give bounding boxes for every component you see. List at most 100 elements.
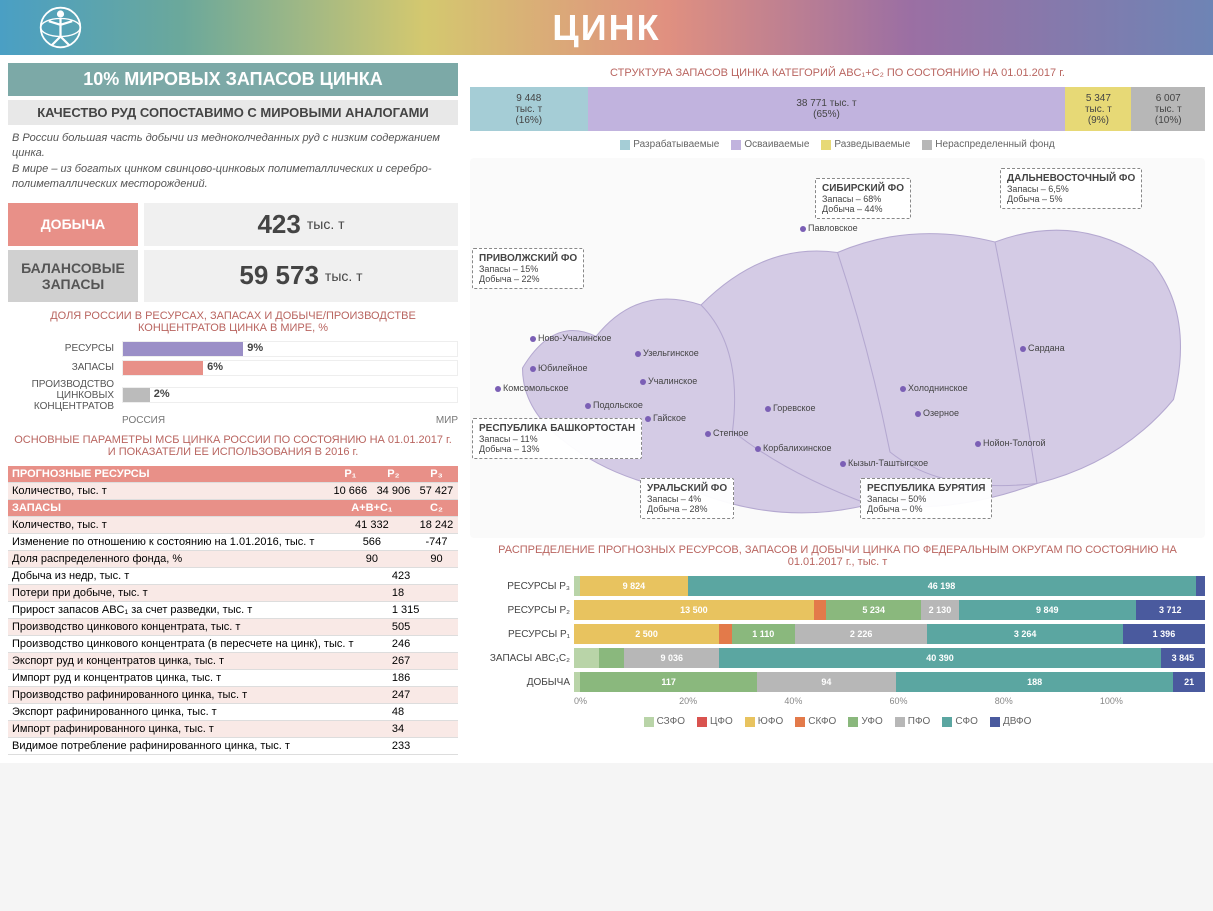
dist-seg: 1 110 <box>732 624 795 644</box>
th: P₂ <box>372 466 415 483</box>
city-label: Узельгинское <box>635 348 699 358</box>
td: 233 <box>372 737 458 754</box>
td: Экспорт рафинированного цинка, тыс. т <box>8 703 372 720</box>
city-label: Корбалихинское <box>755 443 832 453</box>
kv-label: ДОБЫЧА <box>8 203 138 246</box>
td: 505 <box>372 618 458 635</box>
td: Доля распределенного фонда, % <box>8 550 329 567</box>
dist-seg: 3 845 <box>1161 648 1205 668</box>
td: Количество, тыс. т <box>8 482 329 499</box>
city-label: Учалинское <box>640 376 697 386</box>
params-table: ПРОГНОЗНЫЕ РЕСУРСЫP₁P₂P₃Количество, тыс.… <box>8 466 458 755</box>
legend-item: СЗФО <box>644 716 685 727</box>
td: 18 242 <box>415 516 458 533</box>
legend-item: Нераспределенный фонд <box>922 139 1054 150</box>
dist-label: ЗАПАСЫ ABC₁C₂ <box>470 653 570 664</box>
td: 90 <box>329 550 415 567</box>
share-chart-title: ДОЛЯ РОССИИ В РЕСУРСАХ, ЗАПАСАХ И ДОБЫЧЕ… <box>8 302 458 338</box>
kv-label: БАЛАНСОВЫЕ ЗАПАСЫ <box>8 250 138 302</box>
city-label: Подольское <box>585 400 643 410</box>
legend-item: ДВФО <box>990 716 1032 727</box>
share-axis: РОССИЯМИР <box>122 415 458 426</box>
struct-legend: РазрабатываемыеОсваиваемыеРазведываемыеН… <box>470 135 1205 154</box>
city-label: Озерное <box>915 408 959 418</box>
dist-seg: 9 036 <box>624 648 719 668</box>
dist-seg: 3 264 <box>927 624 1123 644</box>
city-label: Сардана <box>1020 343 1065 353</box>
legend-item: ЦФО <box>697 716 733 727</box>
headline-quality: КАЧЕСТВО РУД СОПОСТАВИМО С МИРОВЫМИ АНАЛ… <box>8 100 458 125</box>
struct-seg: 38 771 тыс. т(65%) <box>588 87 1066 131</box>
td: Производство рафинированного цинка, тыс.… <box>8 686 372 703</box>
struct-title: СТРУКТУРА ЗАПАСОВ ЦИНКА КАТЕГОРИЙ ABC₁+C… <box>470 63 1205 83</box>
dist-label: РЕСУРСЫ P₃ <box>470 581 570 592</box>
kv-value: 423тыс. т <box>144 203 458 246</box>
td: Производство цинкового концентрата (в пе… <box>8 635 372 652</box>
dist-seg: 46 198 <box>688 576 1196 596</box>
td: Количество, тыс. т <box>8 516 329 533</box>
dist-seg <box>1196 576 1205 596</box>
dist-seg: 5 234 <box>826 600 921 620</box>
axis-tick: 60% <box>890 696 995 706</box>
th: C₂ <box>415 499 458 516</box>
td: 57 427 <box>415 482 458 499</box>
dist-legend: СЗФОЦФОЮФОСКФОУФОПФОСФОДВФО <box>470 712 1205 731</box>
map-callout: СИБИРСКИЙ ФОЗапасы – 68%Добыча – 44% <box>815 178 911 219</box>
td: Производство цинкового концентрата, тыс.… <box>8 618 372 635</box>
dist-label: ДОБЫЧА <box>470 677 570 688</box>
kv-value: 59 573тыс. т <box>144 250 458 302</box>
dist-seg <box>719 624 732 644</box>
legend-item: ЮФО <box>745 716 783 727</box>
dist-seg <box>814 600 827 620</box>
td: Прирост запасов ABC₁ за счет разведки, т… <box>8 601 372 618</box>
city-label: Холоднинское <box>900 383 968 393</box>
map-callout: РЕСПУБЛИКА БУРЯТИЯЗапасы – 50%Добыча – 0… <box>860 478 992 519</box>
dist-seg: 2 226 <box>795 624 928 644</box>
city-label: Юбилейное <box>530 363 588 373</box>
td: 34 <box>372 720 458 737</box>
dist-label: РЕСУРСЫ P₂ <box>470 605 570 616</box>
city-label: Горевское <box>765 403 816 413</box>
td: Потери при добыче, тыс. т <box>8 584 372 601</box>
td: 423 <box>372 567 458 584</box>
share-bar: 2% <box>122 387 458 403</box>
td: 10 666 <box>329 482 372 499</box>
dist-seg: 2 500 <box>574 624 719 644</box>
page-header: ЦИНК <box>0 0 1213 55</box>
share-label: ПРОИЗВОДСТВО ЦИНКОВЫХ КОНЦЕНТРАТОВ <box>8 379 118 412</box>
td: 48 <box>372 703 458 720</box>
dist-seg: 13 500 <box>574 600 814 620</box>
td: 246 <box>372 635 458 652</box>
dist-seg: 9 824 <box>580 576 687 596</box>
legend-item: Разведываемые <box>821 139 910 150</box>
dist-seg: 1 396 <box>1123 624 1205 644</box>
dist-seg: 9 849 <box>959 600 1136 620</box>
city-label: Гайское <box>645 413 686 423</box>
dist-seg: 2 130 <box>921 600 959 620</box>
dist-bar: 1179418821 <box>574 672 1205 692</box>
logo-icon <box>0 5 120 50</box>
td: 34 906 <box>372 482 415 499</box>
th: ПРОГНОЗНЫЕ РЕСУРСЫ <box>8 466 329 483</box>
td: Импорт рафинированного цинка, тыс. т <box>8 720 372 737</box>
td: 1 315 <box>372 601 458 618</box>
city-label: Комсомольское <box>495 383 569 393</box>
td: Добыча из недр, тыс. т <box>8 567 372 584</box>
table-title: ОСНОВНЫЕ ПАРАМЕТРЫ МСБ ЦИНКА РОССИИ ПО С… <box>8 426 458 462</box>
td: 247 <box>372 686 458 703</box>
legend-item: СФО <box>942 716 978 727</box>
dist-seg: 21 <box>1173 672 1205 692</box>
td: -747 <box>415 533 458 550</box>
city-label: Ново-Учалинское <box>530 333 611 343</box>
headline-reserves: 10% МИРОВЫХ ЗАПАСОВ ЦИНКА <box>8 63 458 96</box>
dist-axis: 0%20%40%60%80%100% <box>574 696 1205 706</box>
share-label: ЗАПАСЫ <box>8 362 118 373</box>
th: P₃ <box>415 466 458 483</box>
dist-seg: 3 712 <box>1136 600 1205 620</box>
dist-bar: 2 500 1 1102 2263 2641 396 <box>574 624 1205 644</box>
map-callout: УРАЛЬСКИЙ ФОЗапасы – 4%Добыча – 28% <box>640 478 734 519</box>
city-label: Нойон-Тологой <box>975 438 1046 448</box>
dist-seg: 40 390 <box>719 648 1161 668</box>
share-bar: 9% <box>122 341 458 357</box>
dist-seg: 117 <box>580 672 757 692</box>
